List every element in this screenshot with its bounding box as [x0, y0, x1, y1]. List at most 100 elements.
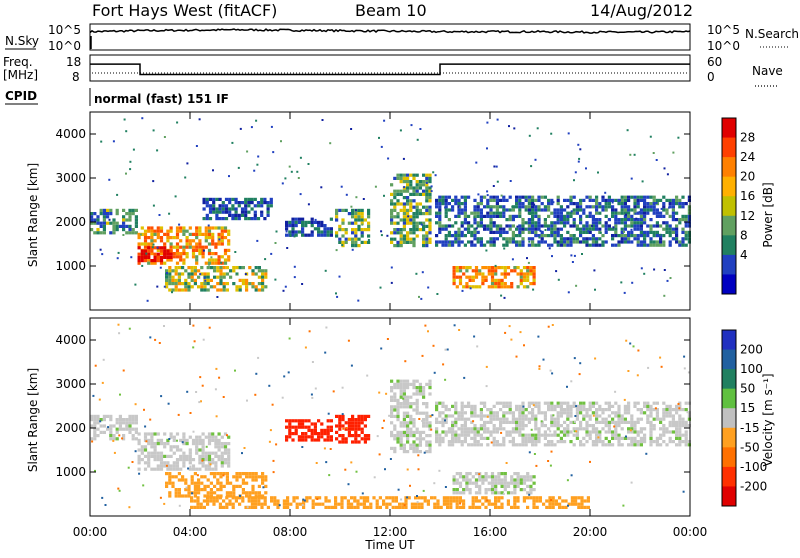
- power-cell: [527, 198, 531, 202]
- power-speck: [329, 142, 332, 145]
- velocity-cell: [684, 433, 688, 437]
- velocity-cell: [444, 430, 448, 434]
- power-cell: [531, 208, 535, 212]
- power-cell: [425, 205, 429, 209]
- power-cell: [649, 227, 653, 231]
- velocity-cell: [203, 494, 207, 498]
- power-cell: [662, 234, 666, 238]
- velocity-cell: [574, 502, 578, 506]
- velocity-speck: [453, 324, 456, 327]
- power-cell: [137, 259, 141, 263]
- power-cell: [224, 217, 229, 221]
- power-cell: [444, 211, 448, 215]
- power-cell: [396, 240, 400, 244]
- velocity-cell: [406, 402, 410, 406]
- velocity-colorbar-swatch: [722, 388, 736, 409]
- velocity-cell: [478, 478, 482, 482]
- power-cell: [639, 218, 643, 222]
- power-cell: [652, 224, 656, 228]
- power-cell: [245, 282, 249, 286]
- power-cell: [208, 210, 213, 214]
- power-cell: [211, 252, 215, 256]
- power-cell: [191, 232, 196, 236]
- velocity-cell: [412, 440, 416, 444]
- power-cell: [301, 230, 305, 234]
- velocity-cell: [209, 496, 213, 500]
- velocity-cell: [216, 488, 220, 492]
- velocity-cell: [216, 472, 220, 476]
- power-speck: [280, 140, 282, 143]
- power-cell: [168, 282, 172, 286]
- velocity-cell: [169, 448, 173, 452]
- velocity-cell: [494, 488, 498, 492]
- power-cell: [217, 258, 221, 262]
- power-cell: [575, 208, 579, 212]
- velocity-cell: [263, 496, 267, 500]
- velocity-cell: [295, 502, 299, 506]
- power-cell: [489, 243, 493, 247]
- velocity-cell: [109, 424, 113, 428]
- power-cell: [163, 252, 167, 256]
- velocity-cell: [503, 481, 507, 485]
- power-cell: [614, 224, 618, 228]
- noise-tick-low-right: 10^0: [707, 39, 740, 53]
- velocity-cell: [534, 440, 538, 444]
- velocity-cell: [187, 484, 191, 488]
- velocity-cell: [409, 414, 413, 418]
- power-cell: [643, 240, 647, 244]
- velocity-cell: [359, 496, 363, 500]
- power-cell: [415, 180, 419, 184]
- power-cell: [579, 218, 583, 222]
- power-cell: [452, 278, 456, 282]
- power-speck: [174, 195, 177, 198]
- velocity-cell: [534, 401, 538, 405]
- power-cell: [168, 288, 172, 292]
- power-cell: [143, 239, 148, 243]
- velocity-cell: [588, 430, 592, 434]
- power-cell: [481, 272, 485, 276]
- power-speck: [152, 243, 155, 246]
- velocity-cell: [518, 417, 522, 421]
- power-cell: [524, 205, 528, 209]
- power-cell: [435, 202, 439, 206]
- velocity-cell: [223, 458, 228, 462]
- velocity-cell: [457, 440, 461, 444]
- power-cell: [668, 202, 672, 206]
- velocity-cell: [668, 414, 672, 418]
- velocity-cell: [470, 411, 474, 415]
- power-cell: [131, 212, 135, 216]
- power-speck: [672, 151, 675, 154]
- power-cell: [614, 227, 618, 231]
- velocity-cell: [399, 430, 403, 434]
- power-cell: [102, 221, 106, 225]
- velocity-cell: [595, 433, 599, 437]
- power-cell: [166, 236, 170, 240]
- velocity-speck: [189, 412, 192, 414]
- velocity-speck: [138, 472, 141, 475]
- velocity-cell: [428, 379, 432, 383]
- power-speck: [526, 257, 528, 260]
- power-cell: [639, 240, 643, 244]
- power-cell: [159, 252, 164, 256]
- velocity-cell: [193, 491, 197, 495]
- power-cell: [341, 240, 345, 244]
- velocity-cell: [470, 427, 474, 431]
- power-cell: [588, 237, 592, 241]
- power-cell: [556, 221, 560, 225]
- velocity-cell: [311, 505, 315, 509]
- power-cell: [102, 208, 106, 212]
- velocity-cell: [668, 436, 672, 440]
- velocity-speck: [122, 369, 125, 372]
- velocity-cell: [460, 408, 464, 412]
- power-heatmap: [90, 117, 691, 302]
- velocity-cell: [198, 448, 202, 452]
- velocity-cell: [214, 435, 218, 439]
- power-cell: [360, 231, 364, 235]
- velocity-cell: [418, 443, 422, 447]
- power-cell: [310, 224, 314, 228]
- power-cell: [409, 240, 413, 244]
- power-cell: [200, 285, 204, 289]
- power-cell: [636, 234, 640, 238]
- power-cell: [487, 285, 491, 289]
- noise-tick-high-right: 10^5: [707, 23, 740, 37]
